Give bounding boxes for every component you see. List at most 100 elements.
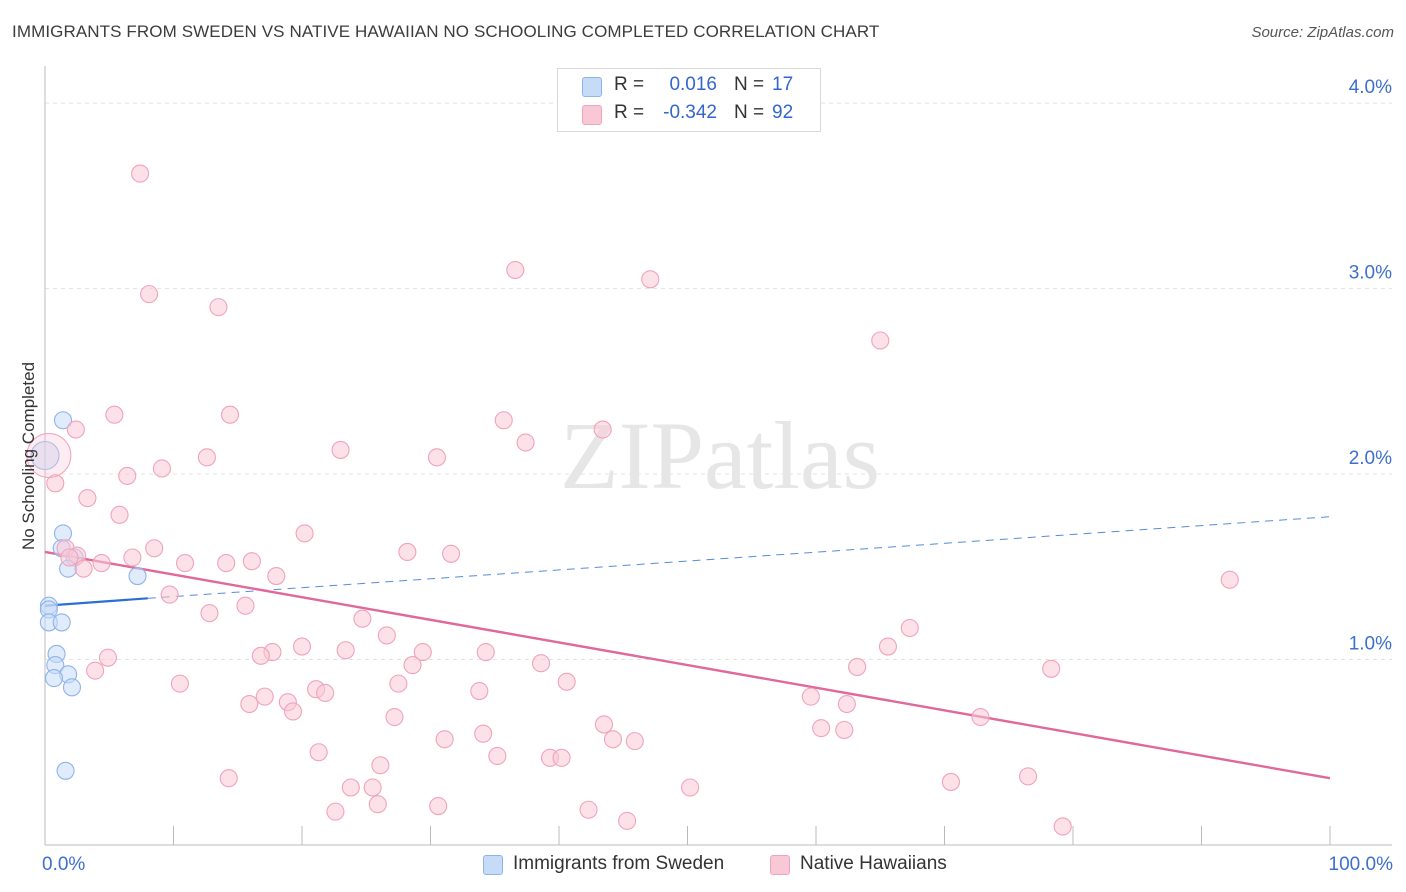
hawaiian-trend-line — [44, 550, 1331, 780]
hawaiian-point-40 — [900, 618, 919, 638]
hawaiian-point-32 — [267, 567, 286, 586]
hawaiian-point-9 — [494, 411, 513, 430]
hawaiian-point-76 — [488, 746, 507, 766]
hawaiian-point-8 — [66, 420, 85, 439]
hawaiian-point-0 — [131, 164, 150, 183]
hawaiian-point-88 — [579, 800, 598, 819]
hawaiian-point-11 — [516, 433, 535, 452]
hawaiian-point-19 — [110, 505, 129, 524]
legend-label: Immigrants from Sweden — [513, 853, 725, 874]
hawaiian-swatch — [582, 105, 602, 125]
hawaiian-point-10 — [593, 420, 612, 439]
hawaiian-point-41 — [878, 637, 898, 656]
hawaiian-point-87 — [429, 796, 448, 816]
hawaiian-point-26 — [176, 554, 195, 573]
n-value: 17 — [772, 74, 794, 95]
hawaiian-point-34 — [92, 554, 111, 573]
hawaiian-point-2 — [209, 298, 228, 317]
hawaiian-point-49 — [403, 656, 422, 675]
hawaiian-point-45 — [413, 643, 432, 662]
hawaiian-point-39 — [377, 626, 396, 645]
hawaiian-point-37 — [200, 604, 219, 623]
hawaiian-point-72 — [435, 730, 454, 749]
hawaiian-point-36 — [236, 596, 255, 615]
hawaiian-point-64 — [283, 702, 303, 721]
hawaiian-point-65 — [837, 694, 856, 714]
y-tick-label-3: 4.0% — [1349, 77, 1392, 98]
sweden-point-16 — [56, 761, 75, 780]
hawaiian-point-67 — [971, 707, 990, 727]
hawaiian-point-82 — [1018, 767, 1038, 786]
hawaiian-point-25 — [123, 548, 142, 567]
hawaiian-point-28 — [242, 552, 261, 571]
hawaiian-point-61 — [801, 687, 820, 706]
hawaiian-point-18 — [78, 489, 97, 508]
hawaiian-point-58 — [470, 682, 489, 701]
sweden-point-0 — [30, 440, 60, 471]
n-value: 92 — [772, 102, 794, 123]
sweden-point-6 — [128, 567, 147, 586]
r-value: 0.016 — [669, 74, 717, 95]
hawaiian-point-17 — [46, 474, 65, 493]
x-tick-label-1: 100.0% — [1329, 854, 1394, 875]
hawaiian-point-80 — [219, 769, 238, 788]
hawaiian-point-47 — [251, 646, 270, 665]
y-tick-labels: 1.0% 2.0% 3.0% 4.0% — [1349, 77, 1392, 654]
series-legend: Immigrants from Sweden Native Hawaiians — [0, 852, 1406, 878]
x-tick-labels: 0.0% 100.0% — [42, 854, 1393, 875]
hawaiian-point-86 — [368, 795, 387, 814]
hawaiian-point-62 — [240, 694, 259, 714]
hawaiian-point-29 — [398, 542, 417, 561]
chart-title: IMMIGRANTS FROM SWEDEN VS NATIVE HAWAIIA… — [12, 22, 880, 41]
hawaiian-legend-swatch — [770, 855, 790, 875]
sweden-trend-line — [44, 597, 148, 607]
hawaiian-point-23 — [145, 539, 164, 558]
n-label: N = — [734, 102, 765, 123]
r-label: R = — [614, 102, 645, 123]
hawaiian-point-84 — [363, 778, 382, 797]
hawaiian-point-54 — [170, 674, 189, 693]
stats-row-sweden: R = 0.016 N = 17 — [558, 71, 820, 101]
gridlines — [45, 102, 1392, 661]
sweden-point-1 — [53, 411, 73, 430]
hawaiian-point-15 — [152, 459, 171, 478]
hawaiian-point-85 — [681, 778, 700, 797]
hawaiian-point-1 — [140, 285, 159, 304]
r-label: R = — [614, 74, 645, 95]
hawaiian-point-68 — [594, 715, 614, 734]
hawaiian-point-13 — [197, 448, 216, 467]
y-tick-label-1: 2.0% — [1349, 448, 1392, 469]
hawaiian-point-81 — [941, 772, 960, 791]
data-points — [26, 164, 1239, 836]
hawaiian-point-69 — [812, 719, 831, 738]
hawaiian-point-71 — [474, 724, 493, 743]
y-tick-label-2: 3.0% — [1349, 263, 1392, 284]
y-tick-label-0: 1.0% — [1349, 634, 1392, 655]
hawaiian-point-44 — [336, 641, 355, 660]
hawaiian-point-38 — [353, 609, 372, 628]
hawaiian-point-50 — [531, 654, 551, 673]
trend-lines — [44, 516, 1331, 780]
hawaiian-point-55 — [389, 674, 408, 693]
hawaiian-point-43 — [292, 637, 312, 656]
hawaiian-point-20 — [295, 524, 314, 543]
hawaiian-point-16 — [118, 466, 137, 485]
chart-source: Source: ZipAtlas.com — [1251, 24, 1394, 41]
stats-row-hawaiian: R = -0.342 N = 92 — [558, 99, 820, 129]
hawaiian-point-12 — [331, 440, 350, 459]
hawaiian-point-5 — [871, 331, 890, 350]
hawaiian-point-83 — [341, 778, 360, 797]
stats-legend: R = 0.016 N = 17 R = -0.342 N = 92 — [557, 68, 821, 132]
sweden-trend-extension — [147, 516, 1331, 599]
hawaiian-point-73 — [603, 730, 623, 749]
legend-label: Native Hawaiians — [800, 853, 947, 874]
hawaiian-point-89 — [326, 802, 345, 821]
hawaiian-point-52 — [1042, 659, 1061, 678]
hawaiian-point-79 — [371, 756, 390, 775]
hawaiian-point-30 — [442, 544, 461, 563]
hawaiian-point-56 — [557, 672, 576, 691]
n-label: N = — [734, 74, 765, 95]
hawaiian-point-35 — [160, 585, 179, 604]
hawaiian-point-3 — [506, 260, 525, 280]
